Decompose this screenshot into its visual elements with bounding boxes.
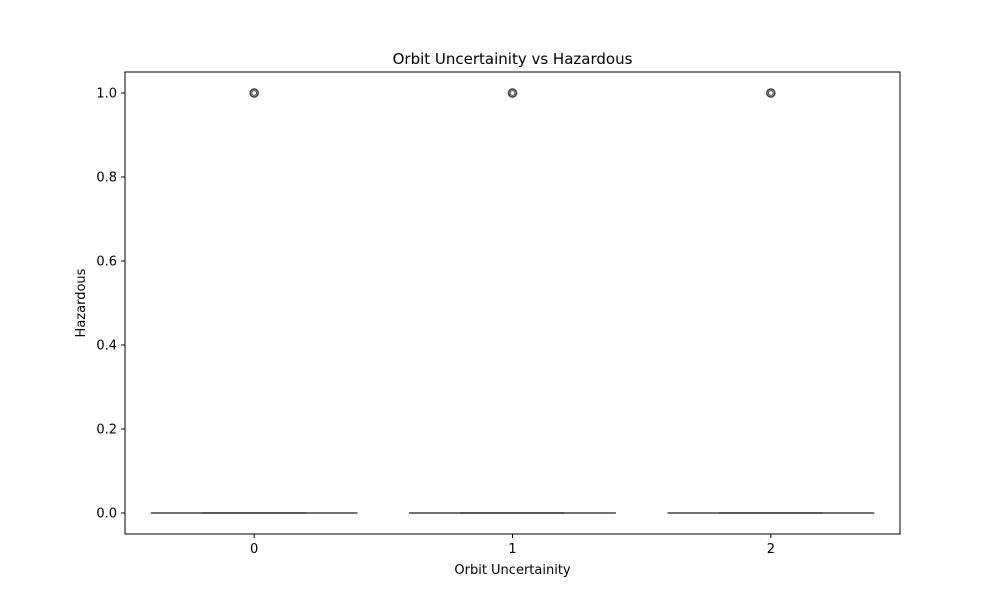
- y-tick-label: 0.4: [96, 339, 117, 354]
- x-tick-label: 2: [767, 542, 775, 557]
- outlier-point: [249, 88, 259, 98]
- y-tick-label: 0.6: [96, 255, 117, 270]
- box-0: [150, 88, 358, 514]
- x-axis-label: Orbit Uncertainity: [454, 563, 571, 578]
- x-tick-label: 0: [250, 542, 258, 557]
- x-axis-ticks: 0 1 2: [250, 534, 775, 557]
- outlier-point: [766, 88, 776, 98]
- outlier-point: [767, 90, 774, 96]
- outlier-point: [507, 88, 518, 98]
- y-tick-label: 1.0: [96, 87, 117, 102]
- chart-title: Orbit Uncertainity vs Hazardous: [393, 50, 633, 68]
- axes-frame: [124, 71, 901, 535]
- y-tick-label: 0.2: [96, 423, 117, 438]
- plot-area: 0.0 0.2 0.4 0.6 0.8 1.0 0 1 2: [96, 71, 901, 557]
- box-1: [409, 88, 616, 514]
- y-axis-ticks: 0.0 0.2 0.4 0.6 0.8 1.0: [96, 87, 125, 522]
- y-tick-label: 0.8: [96, 171, 117, 186]
- outlier-point: [509, 90, 516, 96]
- box-2: [667, 88, 875, 514]
- y-tick-label: 0.0: [96, 507, 117, 522]
- x-tick-label: 1: [508, 542, 516, 557]
- outlier-point: [251, 90, 258, 96]
- box-series: [150, 88, 875, 514]
- y-axis-label: Hazardous: [74, 268, 89, 337]
